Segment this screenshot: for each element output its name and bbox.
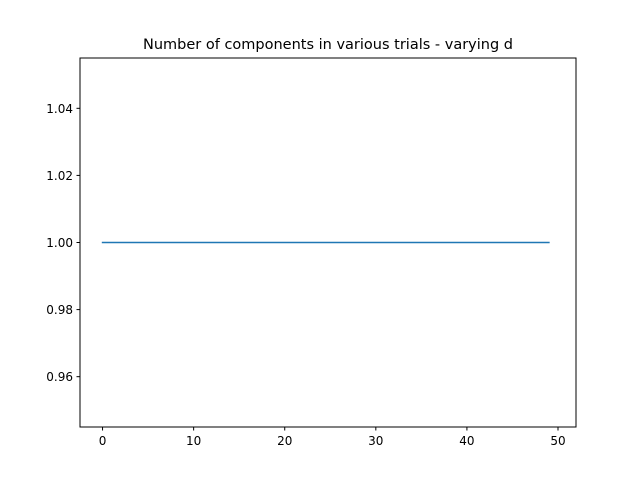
x-axis: 0 10 20 30 40 50 — [99, 427, 566, 448]
x-tick-label: 40 — [459, 434, 474, 448]
y-tick-label: 0.96 — [46, 370, 73, 384]
x-tick-label: 10 — [186, 434, 201, 448]
y-axis: 0.96 0.98 1.00 1.02 1.04 — [46, 102, 80, 384]
y-tick-label: 1.04 — [46, 102, 73, 116]
x-tick-label: 30 — [368, 434, 383, 448]
y-tick-label: 1.00 — [46, 236, 73, 250]
y-tick-label: 1.02 — [46, 169, 73, 183]
y-tick-label: 0.98 — [46, 303, 73, 317]
x-tick-label: 50 — [550, 434, 565, 448]
chart-title: Number of components in various trials -… — [143, 37, 513, 53]
x-tick-label: 0 — [99, 434, 107, 448]
x-tick-label: 20 — [277, 434, 292, 448]
plot-frame — [79, 57, 577, 428]
